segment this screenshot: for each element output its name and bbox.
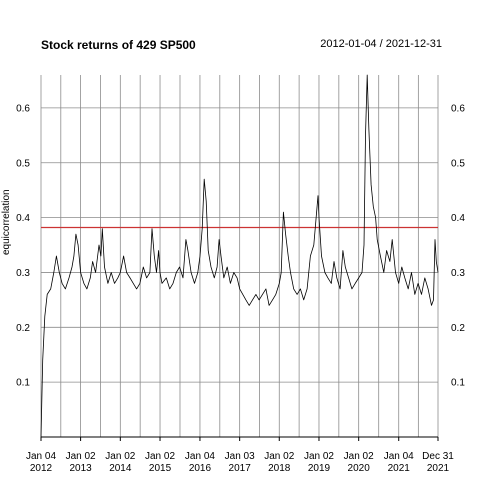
x-tick-label-year: 2018 xyxy=(268,463,291,474)
x-tick-label-month: Jan 03 xyxy=(225,451,255,462)
x-tick-label-year: 2014 xyxy=(109,463,132,474)
y-tick-label-right: 0.1 xyxy=(451,378,465,389)
chart-title: Stock returns of 429 SP500 xyxy=(41,38,196,52)
y-tick-label-right: 0.6 xyxy=(451,103,465,114)
x-tick-label-year: 2019 xyxy=(308,463,331,474)
y-tick-label-right: 0.3 xyxy=(451,268,465,279)
x-tick-label-year: 2016 xyxy=(189,463,212,474)
x-tick-label-year: 2012 xyxy=(30,463,53,474)
x-tick-label-month: Jan 02 xyxy=(145,451,175,462)
x-tick-label-year: 2015 xyxy=(149,463,172,474)
series-line xyxy=(40,74,439,438)
date-range-label: 2012-01-04 / 2021-12-31 xyxy=(320,38,442,50)
y-tick-label-right: 0.4 xyxy=(451,213,465,224)
y-tick-label-left: 0.5 xyxy=(16,158,30,169)
x-tick-label-month: Jan 04 xyxy=(384,451,414,462)
x-tick-label-month: Dec 31 xyxy=(422,451,454,462)
x-tick-label-year: 2017 xyxy=(229,463,252,474)
x-tick-label-year: 2021 xyxy=(427,463,450,474)
y-tick-label-right: 0.5 xyxy=(451,158,465,169)
y-tick-label-left: 0.3 xyxy=(16,268,30,279)
y-tick-label-left: 0.1 xyxy=(16,378,30,389)
y-tick-label-right: 0.2 xyxy=(451,323,465,334)
x-tick-label-month: Jan 02 xyxy=(66,451,96,462)
x-tick-label-month: Jan 02 xyxy=(105,451,135,462)
y-tick-label-left: 0.4 xyxy=(16,213,30,224)
x-tick-label-year: 2013 xyxy=(69,463,92,474)
x-tick-label-month: Jan 04 xyxy=(26,451,56,462)
x-tick-label-month: Jan 04 xyxy=(185,451,215,462)
x-tick-label-year: 2021 xyxy=(388,463,411,474)
x-tick-label-month: Jan 02 xyxy=(264,451,294,462)
x-tick-label-month: Jan 02 xyxy=(344,451,374,462)
x-tick-label-month: Jan 02 xyxy=(304,451,334,462)
x-tick-label-year: 2020 xyxy=(348,463,371,474)
y-tick-label-left: 0.2 xyxy=(16,323,30,334)
y-tick-label-left: 0.6 xyxy=(16,103,30,114)
